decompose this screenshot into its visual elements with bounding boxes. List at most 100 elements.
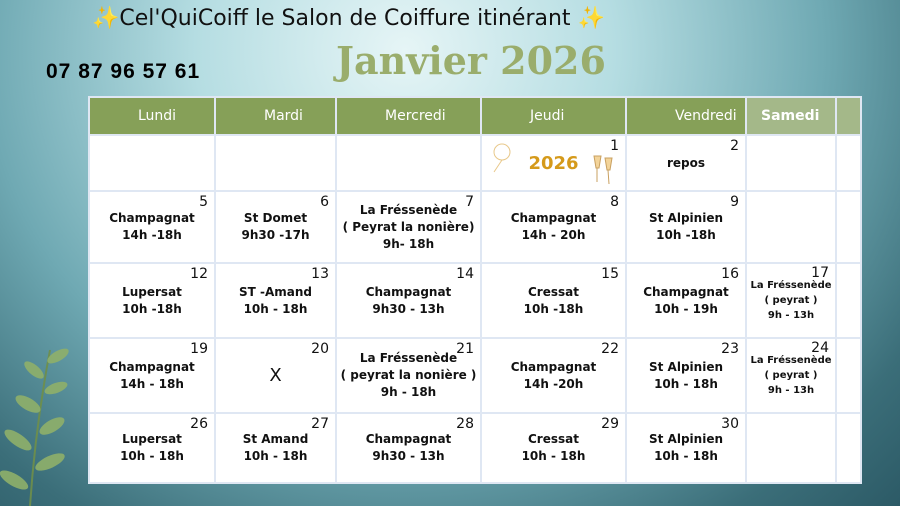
day-number: 16 [721, 266, 739, 282]
cell-title: Champagnat [510, 359, 597, 374]
cell-title: Champagnat [365, 432, 452, 446]
empty-cell[interactable] [745, 134, 837, 192]
day-cell-19[interactable]: 19 Champagnat 14h - 18h [88, 337, 216, 414]
cell-title: Lupersat [122, 432, 182, 446]
week-row: 26 Lupersat 10h - 18h 27 St Amand 10h - 18h 28… [88, 412, 862, 484]
week-row: 19 Champagnat 14h - 18h 20 X 21 La Fréssenède(… [88, 337, 862, 414]
cell-detail: 10h -18h [523, 301, 584, 316]
cell-detail: 14h -18h [122, 228, 182, 242]
cell-detail: 9h - 18h [380, 385, 437, 399]
empty-cell[interactable] [835, 337, 862, 414]
day-header-extra [835, 96, 862, 136]
day-cell-8[interactable]: 8 Champagnat 14h - 20h [480, 190, 627, 264]
day-header-lundi: Lundi [88, 96, 216, 136]
cell-title: ST -Amand [238, 284, 312, 299]
day-cell-26[interactable]: 26 Lupersat 10h - 18h [88, 412, 216, 484]
day-number: 1 [610, 138, 619, 154]
day-cell-24[interactable]: 24 La Fréssenède ( peyrat ) 9h - 13h [745, 337, 837, 414]
cell-title: 2026 [528, 152, 579, 174]
day-cell-6[interactable]: 6 St Domet 9h30 -17h [214, 190, 337, 264]
day-header-samedi: Samedi [745, 96, 837, 136]
page-title: ✨Cel'QuiCoiff le Salon de Coiffure itiné… [92, 6, 605, 31]
day-number: 12 [190, 266, 208, 282]
month-title: Janvier 2026 [336, 38, 606, 83]
cell-detail: ( Peyrat la nonière) [342, 219, 475, 234]
empty-cell[interactable] [835, 412, 862, 484]
day-cell-16[interactable]: 16 Champagnat 10h - 19h [625, 262, 747, 339]
cell-detail: ( peyrat ) [764, 295, 818, 306]
cell-title: La Fréssenède [359, 202, 458, 217]
day-cell-12[interactable]: 12 Lupersat 10h -18h [88, 262, 216, 339]
cell-detail: 9h- 18h [382, 236, 435, 251]
day-cell-15[interactable]: 15 Cressat 10h -18h [480, 262, 627, 339]
cell-detail: 9h - 13h [767, 310, 815, 321]
day-cell-14[interactable]: 14 Champagnat 9h30 - 13h [335, 262, 482, 339]
cell-title: Champagnat [109, 359, 195, 374]
day-number: 30 [721, 416, 739, 432]
day-header-vendredi: Vendredi [625, 96, 747, 136]
sparkle-icon: ✨ [92, 6, 120, 31]
day-cell-22[interactable]: 22 Champagnat 14h -20h [480, 337, 627, 414]
cell-title: Champagnat [365, 284, 452, 299]
empty-cell[interactable] [835, 134, 862, 192]
day-cell-7[interactable]: 7 La Fréssenède ( Peyrat la nonière) 9h- 18… [335, 190, 482, 264]
empty-cell[interactable] [745, 412, 837, 484]
cell-title: La Fréssenède [750, 355, 832, 366]
day-cell-27[interactable]: 27 St Amand 10h - 18h [214, 412, 337, 484]
day-cell-23[interactable]: 23 St Alpinien 10h - 18h [625, 337, 747, 414]
day-number: 8 [610, 194, 619, 210]
leaf-decoration-icon [0, 348, 69, 506]
empty-cell[interactable] [745, 190, 837, 264]
cell-detail: 9h30 -17h [241, 228, 310, 242]
day-header-jeudi: Jeudi [480, 96, 627, 136]
cell-detail: 10h - 18h [120, 449, 184, 463]
day-number: 17 [811, 265, 829, 281]
sparkle-icon: ✨ [577, 6, 605, 31]
day-number: 23 [721, 341, 739, 357]
cell-title: Cressat [528, 284, 579, 299]
day-cell-13[interactable]: 13 ST -Amand 10h - 18h [214, 262, 337, 339]
day-number: 15 [601, 266, 619, 282]
day-number: 14 [456, 266, 474, 282]
day-cell-21[interactable]: 21 La Fréssenède ( peyrat la nonière ) 9h -… [335, 337, 482, 414]
cell-detail: 10h - 18h [654, 376, 718, 391]
day-number: 28 [456, 416, 474, 432]
day-cell-29[interactable]: 29 Cressat 10h - 18h [480, 412, 627, 484]
day-number: 6 [320, 194, 329, 210]
day-cell-1[interactable]: 1 2026 [480, 134, 627, 192]
empty-cell[interactable] [835, 190, 862, 264]
cell-title: Lupersat [122, 284, 182, 299]
week-row: 5 Champagnat 14h -18h 6 St Domet 9h30 -17h 7 La… [88, 190, 862, 264]
cell-title: St Alpinien [649, 359, 723, 374]
empty-cell[interactable] [88, 134, 216, 192]
empty-cell[interactable] [335, 134, 482, 192]
day-number: 13 [311, 266, 329, 282]
day-cell-5[interactable]: 5 Champagnat 14h -18h [88, 190, 216, 264]
cell-title: St Amand [242, 432, 309, 446]
day-cell-17[interactable]: 17 La Fréssenède ( peyrat ) 9h - 13h [745, 262, 837, 339]
day-header-mardi: Mardi [214, 96, 337, 136]
cell-detail: 9h30 - 13h [372, 301, 445, 316]
empty-cell[interactable] [835, 262, 862, 339]
day-cell-9[interactable]: 9 St Alpinien 10h -18h [625, 190, 747, 264]
day-number: 7 [465, 194, 474, 210]
cell-detail: 14h - 20h [521, 228, 586, 242]
cell-detail: 14h -20h [523, 376, 584, 391]
day-cell-20[interactable]: 20 X [214, 337, 337, 414]
cell-detail: ( peyrat ) [764, 370, 818, 381]
day-cell-2[interactable]: 2 repos [625, 134, 747, 192]
cell-title: repos [666, 155, 706, 170]
day-number: 19 [190, 341, 208, 357]
cell-title: Cressat [528, 432, 579, 446]
cell-detail: 14h - 18h [120, 376, 184, 391]
day-number: 22 [601, 341, 619, 357]
day-cell-28[interactable]: 28 Champagnat 9h30 - 13h [335, 412, 482, 484]
empty-cell[interactable] [214, 134, 337, 192]
day-number: 5 [199, 194, 208, 210]
title-text: Cel'QuiCoiff le Salon de Coiffure itinér… [119, 6, 571, 31]
day-header-mercredi: Mercredi [335, 96, 482, 136]
day-cell-30[interactable]: 30 St Alpinien 10h - 18h [625, 412, 747, 484]
champagne-glasses-icon [593, 155, 613, 185]
cell-detail: 10h - 18h [243, 301, 308, 316]
